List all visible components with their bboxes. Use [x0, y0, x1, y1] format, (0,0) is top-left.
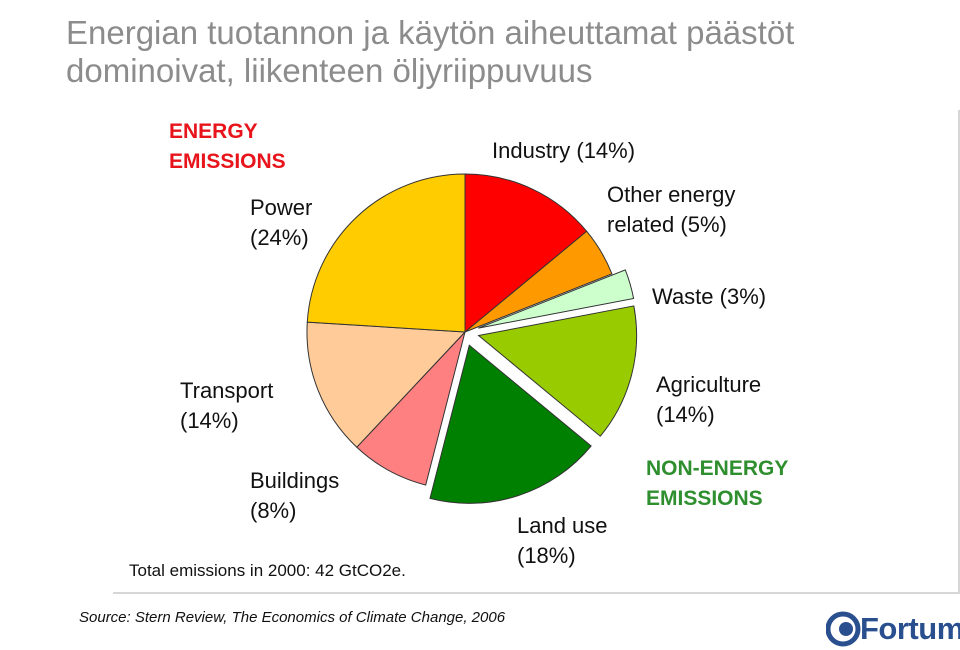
pie-slice-land-use [429, 344, 592, 504]
pie-chart [306, 173, 638, 504]
fortum-logo: Fortum [826, 611, 960, 647]
label-industry: Industry (14%) [492, 138, 636, 163]
pie-slice-waste [478, 269, 635, 329]
slide-title-line1: Energian tuotannon ja käytön aiheuttamat… [66, 14, 795, 51]
label-power: Power (24%) [250, 195, 313, 250]
chart-panel: ENERGY EMISSIONS NON-ENERGY EMISSIONS In… [113, 110, 960, 594]
pie-slice-transport [306, 321, 467, 448]
non-energy-emissions-label: NON-ENERGY EMISSIONS [646, 457, 789, 510]
source-note: Source: Stern Review, The Economics of C… [79, 609, 506, 626]
pie-slice-industry [464, 173, 588, 334]
label-transport: Transport (14%) [180, 378, 274, 433]
label-other-energy: Other energy related (5%) [607, 182, 736, 237]
label-buildings: Buildings (8%) [250, 468, 340, 523]
fortum-logo-text: Fortum [860, 611, 960, 646]
label-land-use: Land use (18%) [517, 513, 608, 568]
energy-emissions-label: ENERGY EMISSIONS [169, 120, 286, 173]
fortum-logo-mark-icon [826, 611, 861, 647]
slide-title: Energian tuotannon ja käytön aiheuttamat… [66, 14, 926, 90]
pie-slice-agriculture [477, 305, 638, 437]
pie-slice-power [306, 173, 466, 333]
slide-title-line2: dominoivat, liikenteen öljyriippuvuus [66, 52, 593, 89]
total-emissions-note: Total emissions in 2000: 42 GtCO2e. [129, 561, 406, 580]
pie-slice-other-energy [464, 230, 613, 333]
label-waste: Waste (3%) [652, 284, 767, 309]
label-agriculture: Agriculture (14%) [656, 372, 762, 427]
